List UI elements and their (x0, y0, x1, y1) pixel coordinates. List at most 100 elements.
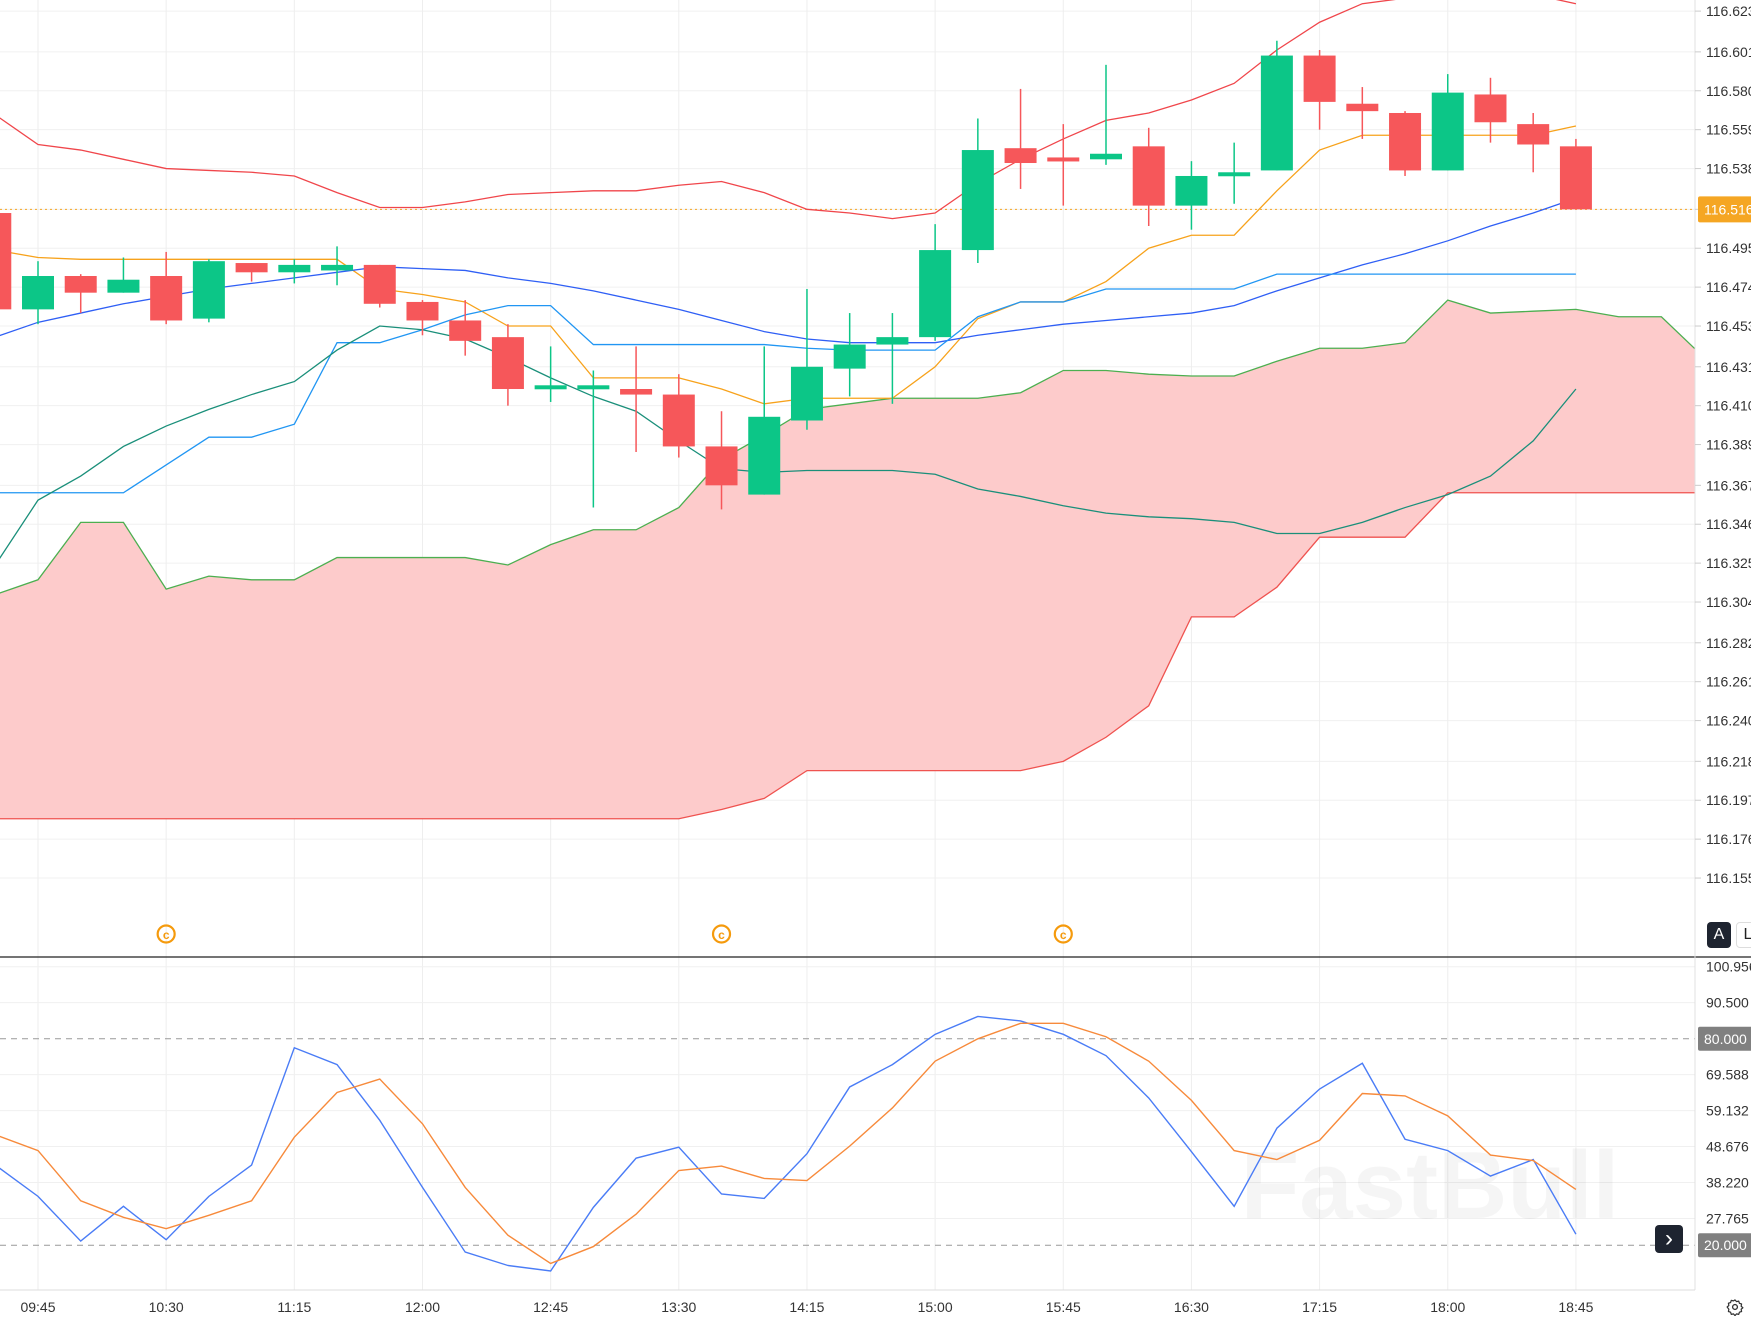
candle-body (1559, 146, 1592, 210)
price-axis-label: 116.580 (1706, 83, 1751, 99)
candle-body (22, 276, 54, 310)
price-axis-label: 116.218 (1706, 753, 1751, 769)
price-axis-label: 116.240 (1706, 713, 1751, 729)
log-scale-button[interactable]: L (1736, 922, 1751, 948)
candle-body (64, 276, 97, 293)
candle (790, 288, 823, 430)
time-axis-label: 09:45 (20, 1299, 55, 1315)
candle (662, 374, 695, 458)
candle-body (0, 213, 12, 310)
time-axis-label: 10:30 (149, 1299, 184, 1315)
candle (235, 263, 268, 282)
price-axis-label: 116.559 (1706, 122, 1751, 138)
candle-body (620, 389, 653, 395)
candle-body (1431, 92, 1464, 171)
ichimoku-cloud (0, 299, 1695, 820)
stoch-level-badge (1698, 1233, 1751, 1258)
stoch-axis-label: 90.500 (1706, 995, 1749, 1011)
auto-scale-button[interactable]: A (1707, 922, 1731, 948)
price-axis-label: 116.389 (1706, 437, 1751, 453)
candle (748, 346, 781, 495)
stoch-level-label: 20.000 (1704, 1237, 1747, 1253)
candle-body (876, 337, 909, 345)
axes[interactable]: 116.623 116.601 116.580 116.559 116.538 116.4… (20, 3, 1751, 1315)
candle-body (235, 263, 268, 273)
candle-body (1346, 103, 1379, 112)
candle (449, 300, 482, 356)
candle (1517, 112, 1550, 173)
settings-button[interactable] (1722, 1294, 1748, 1320)
price-axis-label: 116.346 (1706, 516, 1751, 532)
price-axis-label: 116.601 (1706, 44, 1751, 60)
fastbull-watermark: FastBull (1241, 1132, 1620, 1239)
candle (363, 264, 396, 308)
candle-body (278, 264, 311, 273)
marker-letter: c (1060, 928, 1067, 942)
candle (961, 118, 994, 264)
candle-body (705, 446, 738, 486)
price-axis-label: 116.367 (1706, 477, 1751, 493)
senkou-span-b-line (0, 492, 1695, 820)
candle (22, 261, 54, 325)
cloud-fill (0, 300, 1695, 819)
candle-body (748, 416, 781, 495)
copyright-marker-icon[interactable] (156, 924, 176, 944)
price-axis-label: 116.155 (1706, 870, 1751, 886)
candle-body (1175, 175, 1208, 206)
candle-body (406, 301, 439, 321)
candle (1559, 138, 1592, 210)
time-axis-label: 12:45 (533, 1299, 568, 1315)
candlesticks (0, 40, 1592, 510)
price-axis-label: 116.410 (1706, 398, 1751, 414)
time-axis-label: 12:00 (405, 1299, 440, 1315)
stoch-axis-label: 69.588 (1706, 1067, 1749, 1083)
candle (876, 313, 909, 404)
copyright-marker-icon[interactable] (1053, 924, 1073, 944)
price-axis-label: 116.453 (1706, 318, 1751, 334)
price-axis-label: 116.538 (1706, 161, 1751, 177)
candle (1346, 87, 1379, 139)
candle-body (192, 261, 225, 319)
candle-body (107, 279, 140, 293)
gear-icon (1726, 1299, 1744, 1316)
candle (833, 313, 866, 397)
candle-body (363, 264, 396, 304)
indicator-line (0, 273, 1576, 494)
price-axis-label: 116.304 (1706, 594, 1751, 610)
candle (919, 224, 952, 341)
time-axis-label: 11:15 (277, 1299, 311, 1315)
indicator-line (0, 0, 1577, 220)
chevron-right-icon: › (1665, 1225, 1673, 1252)
candle (1303, 50, 1336, 130)
candle-body (1474, 94, 1507, 123)
candle (534, 346, 567, 402)
candle-body (491, 337, 524, 390)
scroll-right-button[interactable]: › (1655, 1225, 1683, 1253)
candle-body (534, 385, 567, 390)
marker-letter: c (163, 928, 170, 942)
indicator-overlays (0, 0, 1577, 560)
stochastic-pane (0, 1015, 1577, 1272)
candle-body (1004, 148, 1037, 164)
stochastic-line (0, 1022, 1577, 1265)
candle-body (1090, 153, 1122, 160)
time-axis-label: 13:30 (661, 1299, 696, 1315)
candle (406, 300, 439, 336)
candle-body (449, 320, 482, 341)
candle (1004, 88, 1037, 189)
candle-body (1218, 172, 1251, 177)
stoch-axis-label: 48.676 (1706, 1139, 1749, 1155)
time-axis-label: 15:45 (1046, 1299, 1081, 1315)
price-axis-label: 116.197 (1706, 792, 1751, 808)
candle-body (662, 394, 695, 447)
candle (0, 213, 12, 310)
candle-body (1132, 146, 1165, 206)
candle (705, 411, 738, 510)
candle (1260, 40, 1293, 171)
copyright-marker-icon[interactable] (711, 924, 732, 944)
stoch-level-label: 80.000 (1704, 1031, 1747, 1047)
candle (192, 259, 225, 323)
candle-body (321, 264, 354, 271)
